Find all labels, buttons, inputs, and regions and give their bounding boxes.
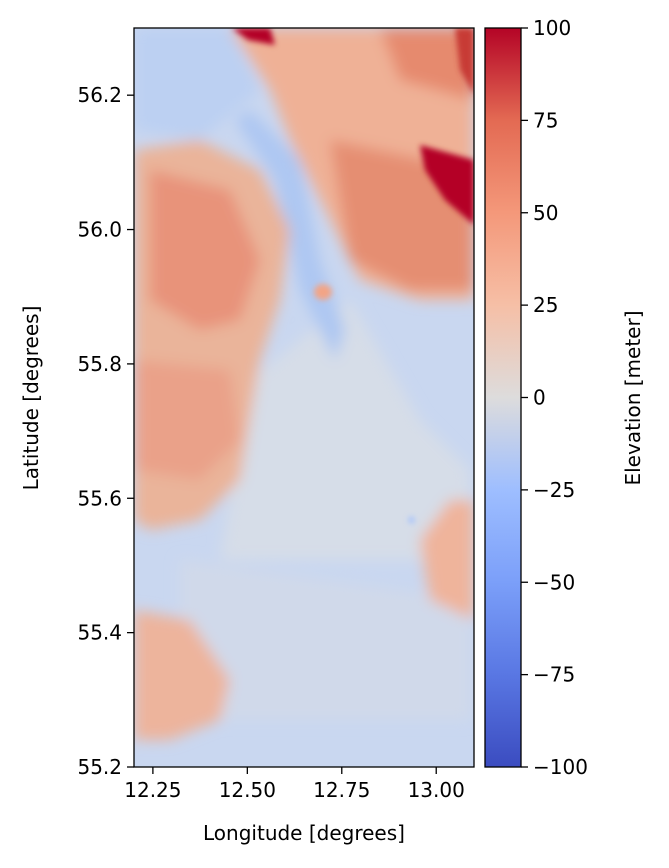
coast-high — [232, 28, 275, 45]
y-tick-label: 56.2 — [77, 83, 122, 107]
y-tick-label: 56.0 — [77, 218, 122, 242]
colorbar-tick-label: −25 — [533, 478, 575, 502]
stevns-land — [134, 610, 230, 740]
x-tick-label: 13.00 — [408, 778, 465, 802]
colorbar-tick-label: 100 — [533, 16, 571, 40]
colorbar-tick-label: 25 — [533, 293, 558, 317]
elevation-map — [134, 28, 474, 767]
colorbar-tick-label: −75 — [533, 663, 575, 687]
y-axis: 55.2 55.4 55.6 55.8 56.0 56.2 — [77, 83, 134, 779]
kattegat-sea — [134, 28, 260, 140]
colorbar-tick-label: −100 — [533, 755, 588, 779]
zealand-highlands — [150, 170, 260, 330]
x-tick-label: 12.50 — [219, 778, 276, 802]
x-tick-label: 12.25 — [124, 778, 181, 802]
shallow-south — [180, 560, 470, 720]
ven-island — [314, 284, 332, 300]
x-axis-label: Longitude [degrees] — [203, 821, 405, 845]
colorbar-axis: 100 75 50 25 0 −25 −50 −75 −100 — [521, 16, 588, 779]
shallow-strait — [220, 300, 470, 560]
y-tick-label: 55.6 — [77, 486, 122, 510]
y-tick-label: 55.8 — [77, 352, 122, 376]
x-axis: 12.25 12.50 12.75 13.00 — [124, 767, 465, 802]
y-tick-label: 55.2 — [77, 755, 122, 779]
colorbar — [485, 28, 521, 767]
colorbar-label: Elevation [meter] — [621, 310, 645, 485]
y-tick-label: 55.4 — [77, 621, 122, 645]
colorbar-tick-label: 50 — [533, 201, 558, 225]
map-frame — [133, 27, 475, 768]
colorbar-tick-label: 75 — [533, 108, 558, 132]
y-axis-label: Latitude [degrees] — [19, 306, 43, 491]
colorbar-tick-label: 0 — [533, 386, 546, 410]
x-tick-label: 12.75 — [313, 778, 370, 802]
colorbar-tick-label: −50 — [533, 570, 575, 594]
ridge-high — [420, 145, 474, 225]
skane-south-land — [420, 500, 474, 620]
